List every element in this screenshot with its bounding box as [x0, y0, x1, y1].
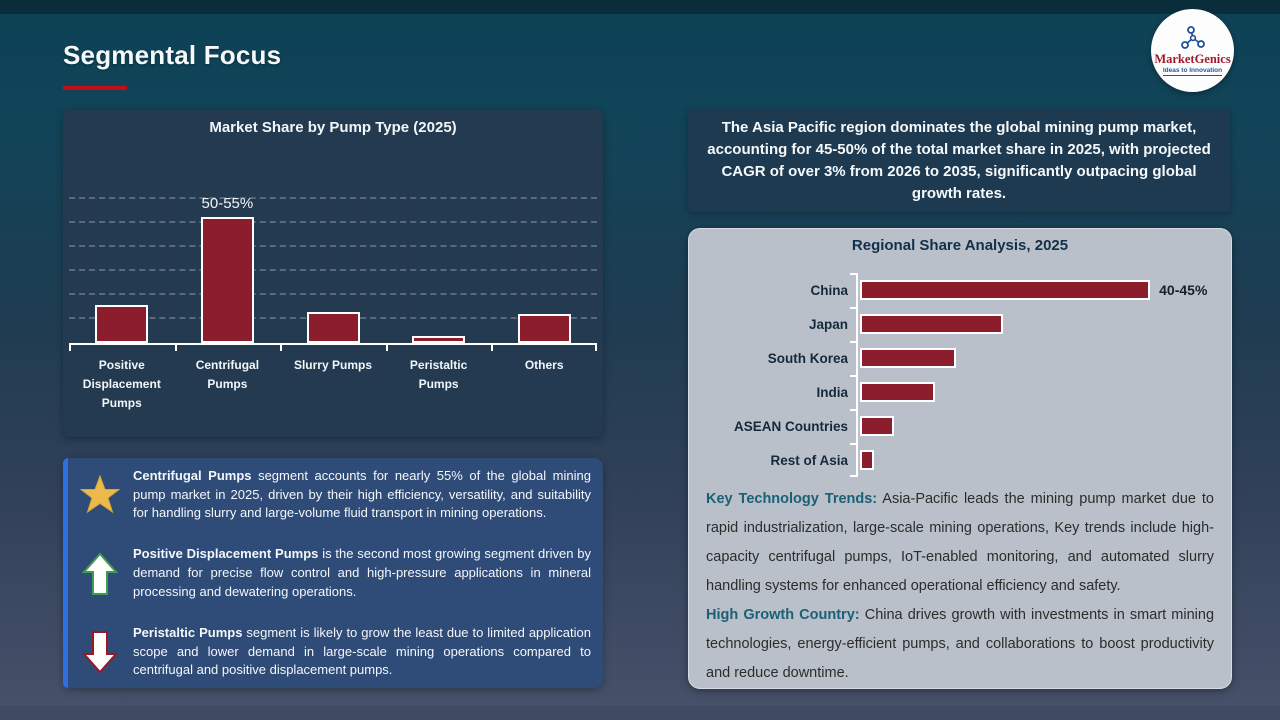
bottom-accent-bar	[0, 706, 1280, 720]
insight-positive-displacement-body: is the second most growing segment drive…	[133, 546, 592, 599]
insight-peristaltic-body: segment is likely to grow the least due …	[133, 624, 591, 678]
logo-brand-text: MarketGenics	[1154, 51, 1231, 66]
axis-tick	[491, 343, 494, 351]
regional-row-japan: Japan	[705, 307, 1215, 341]
category-label-others: Others	[524, 358, 564, 372]
up-arrow-icon	[77, 551, 123, 596]
apac-summary-text: The Asia Pacific region dominates the gl…	[707, 118, 1211, 203]
apac-summary-box: The Asia Pacific region dominates the gl…	[688, 110, 1230, 212]
regional-chart-title: Regional Share Analysis, 2025	[851, 237, 1069, 254]
gridline-60	[69, 197, 597, 200]
region-label: China	[810, 282, 848, 298]
axis-tick	[174, 343, 177, 351]
pump-chart-plot: 50-55%	[69, 137, 597, 343]
page-title: Segmental Focus	[63, 40, 282, 70]
bar-others	[517, 314, 571, 343]
high-growth-country-body: China drives growth with investments in …	[706, 607, 1215, 681]
axis-tick	[850, 409, 856, 411]
bar-value-label: 50-55%	[201, 195, 254, 213]
high-growth-country-lead: High Growth Country:	[706, 607, 860, 623]
regional-row-asean-countries: ASEAN Countries	[705, 409, 1215, 443]
pump-chart-categories: Positive Displacement Pumps Centrifugal P…	[69, 356, 597, 414]
insight-positive-displacement: Positive Displacement Pumps is the secon…	[77, 545, 591, 601]
title-underline	[63, 86, 127, 90]
axis-tick	[850, 307, 856, 309]
regional-chart-plot: China 40-45% Japan South Korea India ASEAN Co…	[705, 273, 1215, 477]
key-technology-trends-body: Asia-Pacific leads the mining pump marke…	[706, 491, 1214, 594]
bar-asean-countries	[860, 416, 895, 436]
region-label: Japan	[808, 316, 848, 332]
insight-peristaltic-text: Peristaltic Pumps segment is likely to g…	[133, 624, 591, 680]
insight-centrifugal-text: Centrifugal Pumps segment accounts for n…	[133, 467, 591, 523]
bar-india	[860, 382, 936, 402]
bar-china	[860, 280, 1151, 300]
category-label-slurry-pumps: Slurry Pumps	[293, 358, 372, 372]
gridline-40	[69, 245, 597, 248]
insight-centrifugal-lead: Centrifugal Pumps	[133, 468, 252, 483]
insight-positive-displacement-lead: Positive Displacement Pumps	[133, 546, 319, 562]
insight-peristaltic: Peristaltic Pumps segment is likely to g…	[77, 624, 591, 680]
regional-text-block: Key Technology Trends: Asia-Pacific lead…	[706, 485, 1214, 688]
region-label: India	[816, 384, 848, 400]
gridline-30	[69, 269, 597, 272]
bar-peristaltic-pumps	[412, 335, 466, 343]
insight-centrifugal: Centrifugal Pumps segment accounts for n…	[77, 467, 591, 523]
pump-chart-title: Market Share by Pump Type (2025)	[209, 119, 457, 136]
regional-chart-y-axis	[856, 273, 858, 477]
insight-centrifugal-body: segment accounts for nearly 55% of the g…	[133, 468, 591, 521]
gridline-50	[69, 221, 597, 224]
axis-tick	[850, 375, 856, 377]
axis-tick	[385, 343, 388, 351]
axis-tick	[850, 273, 856, 275]
region-label: Rest of Asia	[770, 452, 848, 468]
insight-positive-displacement-text: Positive Displacement Pumps is the secon…	[133, 545, 591, 601]
pump-chart-x-axis	[69, 343, 597, 345]
gridline-20	[69, 293, 597, 296]
category-label-centrifugal-pumps: Centrifugal Pumps	[195, 358, 260, 392]
regional-row-south-korea: South Korea	[705, 341, 1215, 375]
category-label-positive-displacement-pumps: Positive Displacement Pumps	[82, 358, 161, 411]
axis-tick	[850, 341, 856, 343]
category-label-peristaltic-pumps: Peristaltic Pumps	[409, 358, 468, 392]
region-label: South Korea	[767, 350, 848, 366]
regional-analysis-panel: Regional Share Analysis, 2025 China 40-45…	[688, 228, 1232, 689]
axis-tick	[850, 443, 856, 445]
insight-peristaltic-lead: Peristaltic Pumps	[133, 624, 243, 640]
key-technology-trends-lead: Key Technology Trends:	[706, 491, 878, 507]
bar-south-korea	[860, 348, 956, 368]
regional-row-rest-of-asia: Rest of Asia	[705, 443, 1215, 477]
top-accent-bar	[0, 0, 1280, 14]
bar-rest-of-asia	[860, 450, 874, 470]
axis-tick	[69, 343, 71, 351]
logo-tagline-text: Ideas to Innovation	[1162, 66, 1223, 76]
key-technology-trends-paragraph: Key Technology Trends: Asia-Pacific lead…	[706, 485, 1214, 601]
bar-japan	[860, 314, 1004, 334]
molecule-network-icon	[1180, 25, 1205, 49]
region-label: ASEAN Countries	[733, 418, 848, 434]
bar-slurry-pumps	[306, 311, 360, 343]
bar-positive-displacement-pumps	[95, 304, 149, 343]
bar-value-label: 40-45%	[1159, 282, 1208, 298]
star-icon	[77, 474, 123, 516]
axis-tick	[850, 475, 856, 477]
pump-type-chart-panel: Market Share by Pump Type (2025) 50-55% …	[63, 110, 603, 437]
regional-row-china: China 40-45%	[705, 273, 1215, 307]
down-arrow-icon	[77, 630, 123, 674]
axis-tick	[280, 343, 283, 351]
regional-row-india: India	[705, 375, 1215, 409]
segment-insights-box: Centrifugal Pumps segment accounts for n…	[63, 458, 603, 688]
bar-centrifugal-pumps	[200, 217, 254, 343]
marketgenics-logo: MarketGenics Ideas to Innovation	[1151, 9, 1234, 92]
axis-tick	[595, 343, 597, 351]
high-growth-country-paragraph: High Growth Country: China drives growth…	[706, 601, 1214, 688]
